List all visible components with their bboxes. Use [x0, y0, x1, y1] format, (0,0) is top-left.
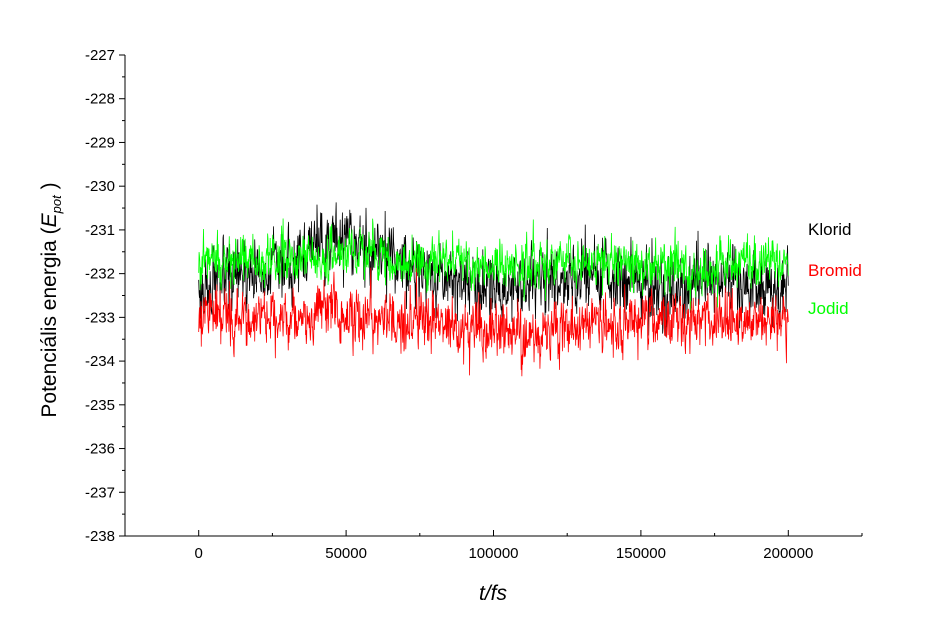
y-axis-title-subscript: pot: [49, 194, 64, 214]
y-tick-label: -234: [85, 353, 115, 370]
y-tick-label: -231: [85, 222, 115, 239]
y-tick-label: -229: [85, 134, 115, 151]
y-tick-label: -235: [85, 397, 115, 414]
legend-item-jodid: Jodid: [808, 299, 849, 318]
legend: Klorid Bromid Jodid: [808, 220, 862, 318]
y-tick-label: -233: [85, 309, 115, 326]
legend-item-bromid: Bromid: [808, 261, 862, 280]
y-tick-label: -238: [85, 528, 115, 545]
y-tick-label: -228: [85, 91, 115, 108]
y-axis-title-main: Potenciális energia (: [38, 227, 61, 417]
x-tick-label: 50000: [325, 545, 367, 562]
data-series-layer: [198, 202, 789, 377]
y-tick-label: -237: [85, 484, 115, 501]
x-axis-title: t/fs: [479, 582, 508, 605]
y-axis-title-close: ): [38, 182, 61, 195]
y-tick-label: -230: [85, 178, 115, 195]
y-ticks: -238 -237 -236 -235 -234 -233 -232 -231 -230 -229…: [85, 47, 125, 545]
y-tick-label: -227: [85, 47, 115, 64]
y-axis-title: Potenciális energia (Epot ): [38, 182, 64, 417]
x-ticks: 0 50000 100000 150000 200000: [124, 530, 863, 562]
x-tick-label: 100000: [468, 545, 518, 562]
x-tick-label: 200000: [763, 545, 813, 562]
series-line-bromid: [198, 267, 789, 377]
x-tick-label: 150000: [616, 545, 666, 562]
series-line-jodid: [198, 218, 789, 311]
x-tick-label: 0: [195, 545, 203, 562]
legend-item-klorid: Klorid: [808, 220, 851, 239]
y-axis-title-symbol: E: [38, 212, 61, 227]
y-tick-label: -236: [85, 441, 115, 458]
y-tick-label: -232: [85, 266, 115, 283]
